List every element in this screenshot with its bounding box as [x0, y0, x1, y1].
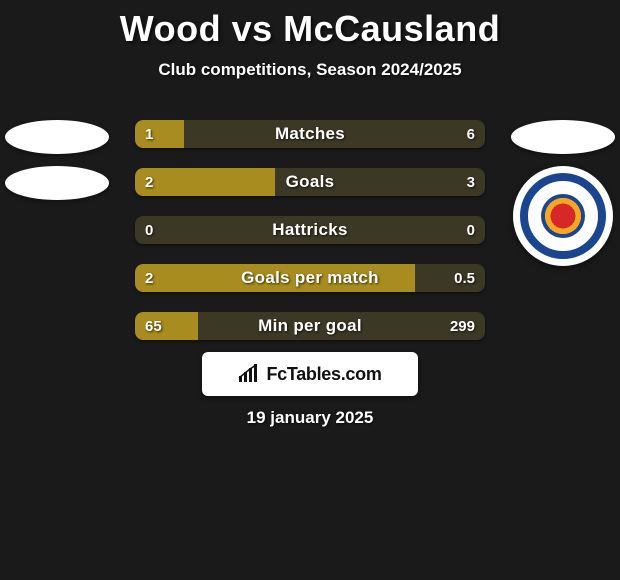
stat-label: Matches — [135, 120, 485, 148]
left-player-badges — [2, 120, 112, 200]
stat-row: 2Goals3 — [135, 168, 485, 196]
stat-label: Goals per match — [135, 264, 485, 292]
stat-label: Min per goal — [135, 312, 485, 340]
stat-value-right: 3 — [467, 168, 475, 196]
stat-label: Goals — [135, 168, 485, 196]
chart-icon — [238, 364, 260, 384]
subtitle: Club competitions, Season 2024/2025 — [0, 60, 620, 80]
player-ellipse — [511, 120, 615, 154]
stat-row: 1Matches6 — [135, 120, 485, 148]
club-crest — [513, 166, 613, 266]
stat-value-right: 0 — [467, 216, 475, 244]
stat-value-right: 0.5 — [454, 264, 475, 292]
stats-container: 1Matches6 2Goals3 0Hattricks0 2Goals per ma… — [135, 120, 485, 340]
right-player-badges — [508, 120, 618, 266]
stat-label: Hattricks — [135, 216, 485, 244]
brand-box: FcTables.com — [202, 352, 418, 396]
player-ellipse — [5, 120, 109, 154]
stat-row: 0Hattricks0 — [135, 216, 485, 244]
date-text: 19 january 2025 — [0, 408, 620, 428]
stat-value-right: 6 — [467, 120, 475, 148]
brand-text: FcTables.com — [266, 364, 381, 385]
stat-row: 65Min per goal299 — [135, 312, 485, 340]
page-title: Wood vs McCausland — [0, 0, 620, 50]
stat-value-right: 299 — [450, 312, 475, 340]
player-ellipse — [5, 166, 109, 200]
stat-row: 2Goals per match0.5 — [135, 264, 485, 292]
